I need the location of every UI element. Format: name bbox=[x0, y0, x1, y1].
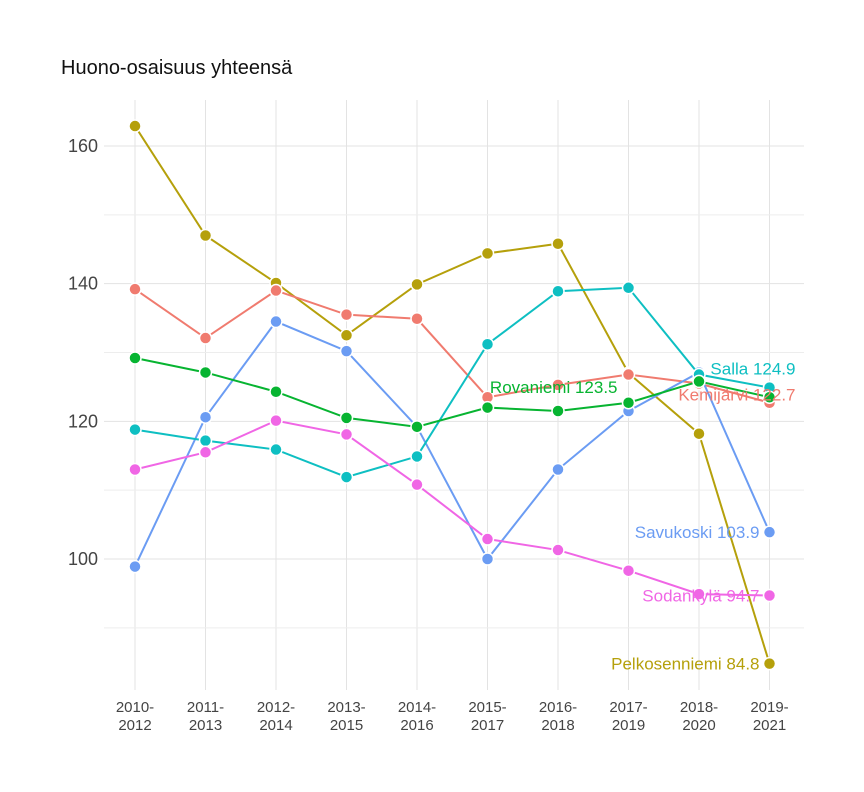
end-label-pelkosenniemi: Pelkosenniemi 84.8 bbox=[611, 655, 759, 674]
data-point bbox=[269, 384, 283, 399]
end-label-kemijärvi: Kemijärvi 122.7 bbox=[678, 386, 795, 405]
data-point bbox=[410, 420, 424, 434]
data-point bbox=[762, 525, 777, 539]
data-point bbox=[410, 449, 424, 464]
end-label-salla: Salla 124.9 bbox=[710, 360, 795, 379]
data-point bbox=[128, 462, 142, 477]
data-point bbox=[551, 404, 565, 418]
end-label-savukoski: Savukoski 103.9 bbox=[635, 523, 760, 542]
data-point bbox=[621, 563, 636, 578]
data-point bbox=[128, 119, 142, 133]
data-point bbox=[269, 413, 283, 428]
data-point bbox=[198, 331, 213, 345]
x-tick-label: 2012-2014 bbox=[257, 699, 295, 734]
data-point bbox=[762, 390, 777, 404]
series-line bbox=[134, 286, 770, 479]
data-point bbox=[198, 433, 213, 448]
end-label-rovaniemi: Rovaniemi 123.5 bbox=[490, 378, 618, 397]
chart-title: Huono-osaisuus yhteensä bbox=[61, 57, 293, 79]
data-point bbox=[198, 228, 213, 243]
data-point bbox=[339, 307, 354, 322]
x-tick-label: 2017-2019 bbox=[609, 699, 647, 734]
y-tick-label: 160 bbox=[68, 136, 98, 156]
x-tick-label: 2011-2013 bbox=[187, 699, 224, 734]
x-tick-label: 2013-2015 bbox=[327, 699, 365, 734]
x-tick-label: 2016-2018 bbox=[539, 699, 577, 734]
data-point bbox=[128, 559, 142, 574]
x-tick-label: 2015-2017 bbox=[468, 699, 506, 734]
x-tick-label: 2014-2016 bbox=[398, 699, 436, 734]
data-point bbox=[410, 312, 424, 326]
data-point bbox=[339, 328, 354, 343]
x-tick-label: 2018-2020 bbox=[680, 699, 718, 734]
data-point bbox=[551, 462, 565, 477]
data-point bbox=[339, 344, 354, 358]
data-point bbox=[128, 351, 142, 365]
data-point bbox=[410, 477, 424, 492]
y-tick-label: 100 bbox=[68, 549, 98, 569]
data-point bbox=[480, 552, 495, 566]
data-point bbox=[692, 374, 706, 389]
data-point bbox=[551, 236, 565, 251]
data-point bbox=[269, 283, 283, 298]
data-point bbox=[762, 588, 777, 603]
data-point bbox=[551, 378, 565, 392]
data-point bbox=[551, 543, 565, 557]
series-line bbox=[134, 357, 770, 428]
data-point bbox=[621, 281, 636, 295]
data-point bbox=[480, 532, 495, 546]
series-line bbox=[134, 125, 771, 664]
data-point bbox=[339, 427, 354, 442]
y-tick-label: 120 bbox=[68, 411, 98, 431]
data-point bbox=[198, 365, 213, 380]
series-salla bbox=[128, 281, 777, 484]
data-point bbox=[692, 426, 706, 441]
data-point bbox=[480, 337, 495, 351]
series-lines bbox=[128, 119, 777, 671]
series-line bbox=[134, 419, 770, 597]
data-point bbox=[762, 656, 777, 671]
data-point bbox=[621, 395, 636, 410]
x-tick-label: 2010-2012 bbox=[116, 699, 154, 734]
data-point bbox=[621, 367, 636, 382]
data-point bbox=[198, 445, 213, 460]
series-rovaniemi bbox=[128, 351, 777, 434]
data-point bbox=[269, 314, 283, 329]
series-line bbox=[134, 288, 770, 404]
end-label-sodankylä: Sodankylä 94.7 bbox=[642, 586, 759, 605]
data-point bbox=[128, 422, 142, 437]
data-point bbox=[339, 470, 354, 484]
data-point bbox=[128, 282, 142, 296]
data-point bbox=[410, 277, 424, 292]
data-point bbox=[480, 246, 495, 261]
axis-ticks: 100 120 140 160 2010-2012 2011-2013 2012-2014 2… bbox=[68, 136, 789, 734]
end-labels: Pelkosenniemi 84.8 Kemijärvi 122.7 Savukos… bbox=[490, 360, 796, 674]
data-point bbox=[198, 410, 213, 424]
data-point bbox=[480, 400, 495, 415]
x-tick-label: 2019-2021 bbox=[750, 699, 788, 734]
y-tick-label: 140 bbox=[68, 274, 98, 294]
series-sodankylä bbox=[128, 413, 777, 603]
data-point bbox=[339, 411, 354, 425]
data-point bbox=[551, 284, 565, 298]
data-point bbox=[269, 442, 283, 457]
data-point bbox=[692, 587, 706, 601]
